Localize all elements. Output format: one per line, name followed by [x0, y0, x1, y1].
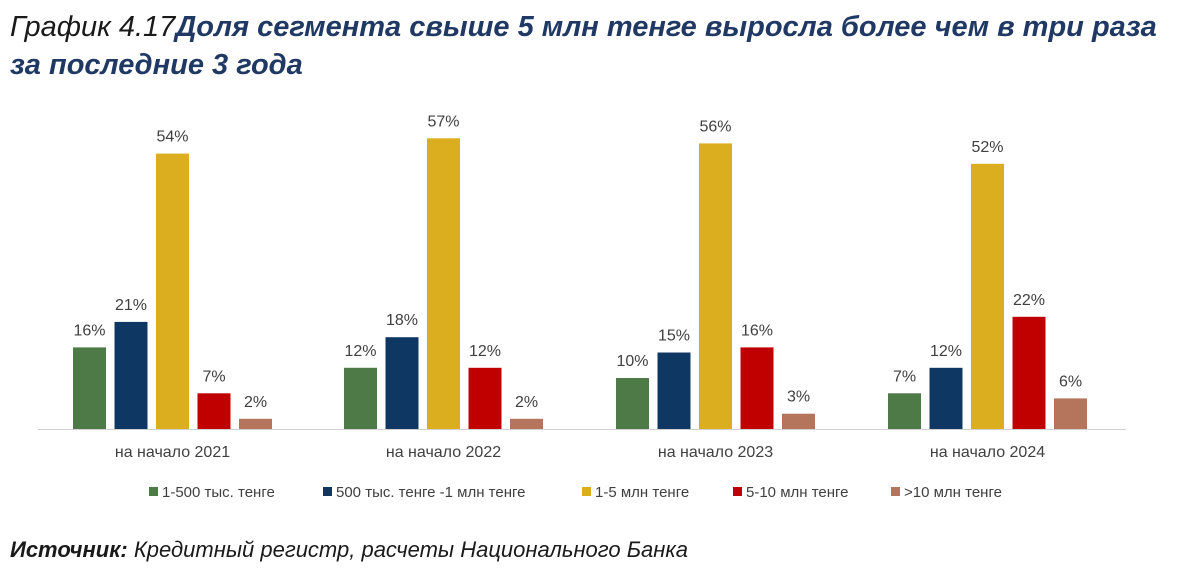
data-label: 18% — [386, 312, 418, 329]
data-label: 16% — [741, 322, 773, 339]
bar — [468, 367, 502, 429]
bar — [929, 367, 963, 429]
data-label: 22% — [1013, 292, 1045, 309]
legend-swatch — [733, 487, 742, 496]
legend-label: 1-500 тыс. тенге — [162, 484, 275, 501]
source-note: Источник: Кредитный регистр, расчеты Нац… — [10, 537, 688, 563]
bar — [616, 378, 649, 429]
legend-swatch — [582, 487, 591, 496]
data-label: 12% — [930, 343, 962, 360]
bar — [385, 337, 419, 429]
bar — [657, 352, 691, 429]
bar-chart: 16% 21% 54% 7% 2% на начало 2021 12% 18% 57% 12% 2… — [38, 113, 1126, 501]
legend-label: 1-5 млн тенге — [595, 484, 689, 501]
category-label: на начало 2022 — [386, 444, 501, 461]
legend-swatch — [149, 487, 158, 496]
data-label: 21% — [115, 297, 147, 314]
bar — [1012, 316, 1046, 429]
data-label: 10% — [616, 353, 648, 370]
category-label: на начало 2021 — [115, 444, 230, 461]
data-label: 3% — [787, 389, 810, 406]
data-label: 2% — [515, 394, 538, 411]
data-label: 56% — [699, 118, 731, 135]
chart-headline: Доля сегмента свыше 5 млн тенге выросла … — [10, 11, 1157, 81]
bar — [73, 347, 106, 429]
data-label: 15% — [658, 328, 690, 345]
bar — [239, 418, 272, 429]
legend-label: 500 тыс. тенге -1 млн тенге — [336, 484, 526, 501]
data-label: 2% — [244, 394, 267, 411]
bar — [197, 393, 231, 429]
data-label: 54% — [156, 129, 188, 146]
bar — [782, 413, 815, 429]
category-label: на начало 2023 — [658, 444, 773, 461]
legend-label: >10 млн тенге — [904, 484, 1002, 501]
bar — [971, 163, 1004, 430]
data-label: 12% — [344, 343, 376, 360]
bar — [888, 393, 921, 429]
data-label: 6% — [1059, 373, 1082, 390]
legend-swatch — [891, 487, 900, 496]
data-label: 12% — [469, 343, 501, 360]
data-label: 7% — [202, 368, 225, 385]
bar — [427, 138, 460, 430]
bar — [156, 153, 189, 429]
data-label: 7% — [893, 368, 916, 385]
bar — [699, 143, 732, 429]
source-text: Кредитный регистр, расчеты Национального… — [127, 537, 689, 562]
legend-swatch — [323, 487, 332, 496]
bar — [114, 321, 148, 429]
data-label: 52% — [971, 139, 1003, 156]
category-label: на начало 2024 — [930, 444, 1045, 461]
bar — [740, 347, 774, 429]
data-label: 16% — [73, 322, 105, 339]
source-label: Источник: — [10, 537, 128, 562]
data-label: 57% — [427, 113, 459, 130]
bar — [344, 367, 377, 429]
bar — [1054, 398, 1087, 429]
bar — [510, 418, 543, 429]
chart-title: График 4.17Доля сегмента свыше 5 млн тен… — [10, 8, 1190, 84]
legend-label: 5-10 млн тенге — [746, 484, 849, 501]
chart-number: График 4.17 — [10, 11, 176, 43]
